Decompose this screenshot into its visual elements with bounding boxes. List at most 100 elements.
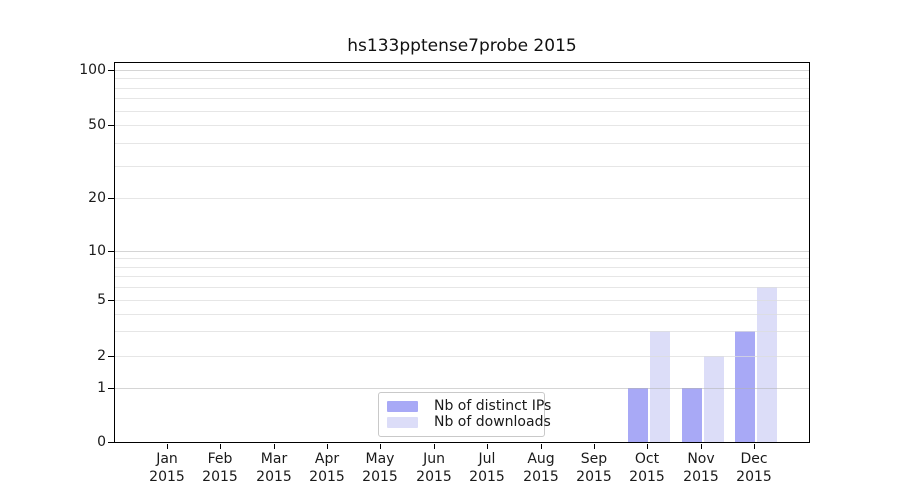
x-tick-year: 2015 — [629, 469, 665, 485]
legend-label: Nb of downloads — [434, 414, 551, 430]
x-tick-label: Feb 2015 — [188, 450, 252, 486]
legend-label: Nb of distinct IPs — [434, 398, 552, 414]
x-tick-month: Feb — [207, 451, 233, 467]
gridline — [115, 287, 809, 288]
x-tick-month: Sep — [580, 451, 608, 467]
y-tick-mark — [108, 388, 114, 389]
gridline — [115, 198, 809, 199]
x-tick-month: Nov — [687, 451, 715, 467]
y-tick-label: 20 — [88, 190, 106, 206]
x-tick-year: 2015 — [256, 469, 292, 485]
gridline — [115, 258, 809, 259]
x-tick-year: 2015 — [683, 469, 719, 485]
bar-nov-s1 — [704, 356, 724, 442]
x-tick-month: Jul — [478, 451, 496, 467]
gridline — [115, 78, 809, 79]
x-tick-mark — [541, 444, 542, 449]
x-tick-year: 2015 — [576, 469, 612, 485]
x-tick-label: Dec 2015 — [722, 450, 786, 486]
x-tick-mark — [220, 444, 221, 449]
gridline — [115, 98, 809, 99]
y-tick-mark — [108, 70, 114, 71]
x-tick-month: Dec — [740, 451, 768, 467]
gridline — [115, 314, 809, 315]
chart-title: hs133pptense7probe 2015 — [347, 36, 577, 56]
bar-oct-s0 — [628, 388, 648, 442]
x-tick-mark — [380, 444, 381, 449]
x-tick-year: 2015 — [523, 469, 559, 485]
gridline — [115, 267, 809, 268]
gridline — [115, 300, 809, 301]
x-tick-label: Mar 2015 — [242, 450, 306, 486]
x-tick-mark — [487, 444, 488, 449]
bars-layer — [115, 63, 809, 442]
bar-nov-s0 — [682, 388, 702, 442]
y-tick-mark — [108, 300, 114, 301]
x-tick-label: Sep 2015 — [562, 450, 626, 486]
gridline — [115, 125, 809, 126]
x-tick-year: 2015 — [416, 469, 452, 485]
gridline — [115, 111, 809, 112]
x-tick-year: 2015 — [149, 469, 185, 485]
x-tick-year: 2015 — [362, 469, 398, 485]
x-tick-year: 2015 — [202, 469, 238, 485]
x-tick-label: Oct 2015 — [615, 450, 679, 486]
legend-row: Nb of downloads — [387, 415, 551, 430]
x-tick-mark — [647, 444, 648, 449]
x-tick-month: Apr — [314, 451, 340, 467]
gridline — [115, 388, 809, 389]
y-tick-mark — [108, 442, 114, 443]
x-tick-mark — [167, 444, 168, 449]
legend-row: Nb of distinct IPs — [387, 399, 551, 414]
x-tick-mark — [594, 444, 595, 449]
gridline — [115, 166, 809, 167]
y-tick-label: 0 — [97, 434, 106, 450]
y-tick-mark — [108, 198, 114, 199]
x-tick-label: Jun 2015 — [402, 450, 466, 486]
plot-area — [114, 62, 810, 443]
gridline — [115, 356, 809, 357]
x-tick-year: 2015 — [309, 469, 345, 485]
gridline — [115, 88, 809, 89]
y-tick-label: 1 — [97, 380, 106, 396]
x-tick-label: Aug 2015 — [509, 450, 573, 486]
bar-oct-s1 — [650, 331, 670, 442]
legend-swatch — [387, 417, 418, 428]
x-tick-month: May — [365, 451, 395, 467]
y-tick-mark — [108, 125, 114, 126]
x-tick-month: Jan — [156, 451, 178, 467]
y-tick-label: 100 — [79, 62, 106, 78]
y-tick-mark — [108, 251, 114, 252]
legend-swatch — [387, 401, 418, 412]
x-tick-month: Mar — [260, 451, 288, 467]
x-tick-month: Jun — [423, 451, 445, 467]
x-tick-label: Nov 2015 — [669, 450, 733, 486]
x-tick-year: 2015 — [736, 469, 772, 485]
gridline — [115, 70, 809, 71]
x-tick-month: Oct — [634, 451, 660, 467]
y-tick-label: 5 — [97, 292, 106, 308]
x-tick-label: Apr 2015 — [295, 450, 359, 486]
x-tick-mark — [274, 444, 275, 449]
x-tick-mark — [701, 444, 702, 449]
x-tick-mark — [434, 444, 435, 449]
y-tick-label: 50 — [88, 117, 106, 133]
y-tick-label: 2 — [97, 348, 106, 364]
x-tick-label: May 2015 — [348, 450, 412, 486]
x-tick-month: Aug — [527, 451, 555, 467]
x-tick-label: Jul 2015 — [455, 450, 519, 486]
gridline — [115, 143, 809, 144]
x-tick-mark — [327, 444, 328, 449]
x-tick-label: Jan 2015 — [135, 450, 199, 486]
y-tick-mark — [108, 356, 114, 357]
bar-dec-s0 — [735, 331, 755, 442]
y-tick-label: 10 — [88, 243, 106, 259]
x-tick-year: 2015 — [469, 469, 505, 485]
gridline — [115, 331, 809, 332]
x-tick-mark — [754, 444, 755, 449]
grid-layer — [115, 63, 809, 442]
legend: Nb of distinct IPs Nb of downloads — [378, 392, 551, 437]
gridline — [115, 276, 809, 277]
bar-dec-s1 — [757, 287, 777, 442]
